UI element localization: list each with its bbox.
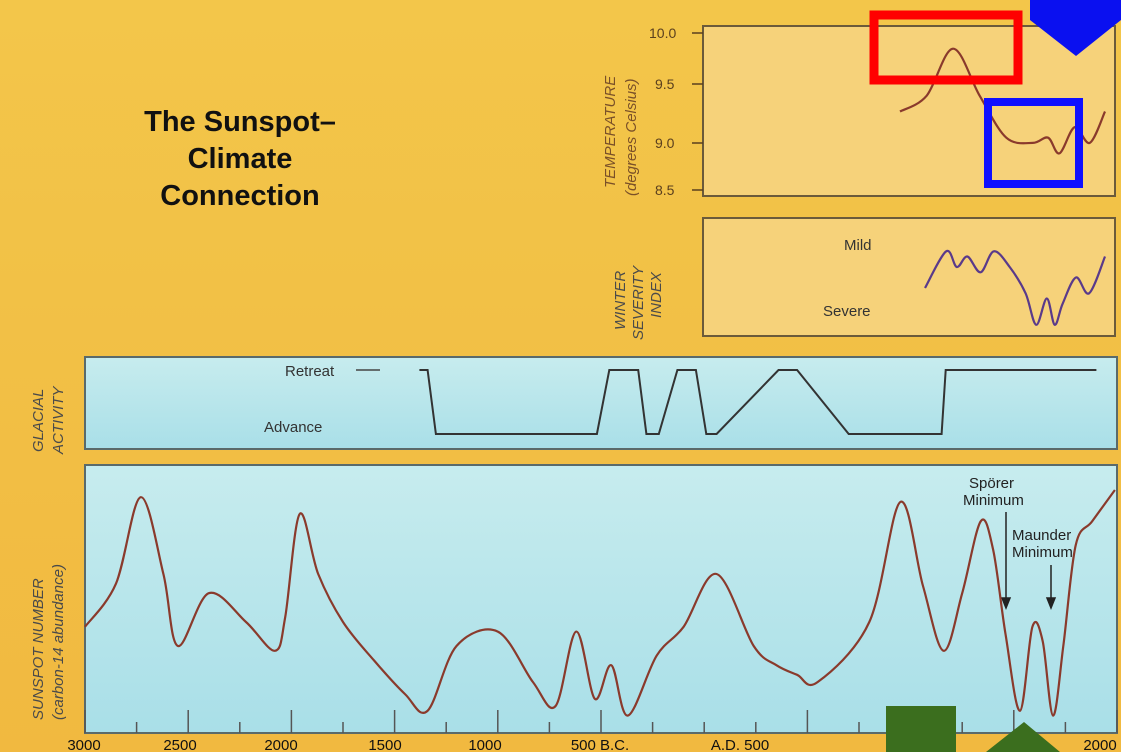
temp-tick-10: 10.0 bbox=[649, 25, 676, 41]
winter-mild-label: Mild bbox=[844, 237, 872, 254]
maunder-label-1: Maunder bbox=[1012, 527, 1071, 544]
blue-highlight-box bbox=[984, 98, 1083, 188]
title-line-1: The Sunspot– bbox=[144, 106, 336, 138]
x-tick-label: 1500 bbox=[368, 737, 401, 752]
glacial-activity-line bbox=[419, 369, 1097, 435]
glacial-retreat-label: Retreat bbox=[285, 363, 335, 380]
temp-tick-8-5: 8.5 bbox=[655, 182, 675, 198]
temperature-ylabel-units: (degrees Celsius) bbox=[623, 78, 640, 196]
x-tick-label: 2000 bbox=[264, 737, 297, 752]
x-tick-label: 3000 bbox=[67, 737, 100, 752]
sunspot-ylabel-1: SUNSPOT NUMBER bbox=[30, 578, 47, 720]
glacial-advance-label: Advance bbox=[264, 419, 322, 436]
chart-title: The Sunspot– Climate Connection bbox=[120, 104, 360, 215]
x-tick-label: A.D. 500 bbox=[711, 737, 769, 752]
x-tick-label: 1000 bbox=[468, 737, 501, 752]
x-tick-marks bbox=[84, 710, 1118, 733]
winter-ylabel-3: INDEX bbox=[648, 271, 665, 318]
glacial-ylabel-1: GLACIAL bbox=[30, 389, 47, 452]
winter-severity-curve bbox=[924, 249, 1107, 326]
red-highlight-box bbox=[869, 10, 1023, 85]
temperature-ticks: 10.0 9.5 9.0 8.5 bbox=[649, 25, 703, 198]
maunder-label-2: Minimum bbox=[1012, 544, 1073, 561]
glacial-ylabel-2: ACTIVITY bbox=[50, 385, 67, 455]
winter-panel bbox=[702, 217, 1116, 337]
x-tick-label: 2000 bbox=[1083, 737, 1116, 752]
title-line-2: Climate bbox=[187, 143, 293, 175]
sunspot-curve bbox=[84, 489, 1116, 717]
sporer-label-1: Spörer bbox=[969, 475, 1014, 492]
sporer-label-2: Minimum bbox=[963, 492, 1024, 509]
green-arrow-right bbox=[986, 722, 1060, 752]
winter-severe-label: Severe bbox=[823, 303, 871, 320]
winter-ylabel-2: SEVERITY bbox=[630, 265, 647, 340]
minimum-arrows bbox=[1000, 512, 1057, 611]
temperature-ylabel: TEMPERATURE bbox=[602, 75, 619, 188]
winter-ylabel-1: WINTER bbox=[612, 271, 629, 330]
x-tick-label: 500 B.C. bbox=[571, 737, 629, 752]
blue-arrow bbox=[1030, 0, 1121, 56]
title-line-3: Connection bbox=[160, 180, 320, 212]
x-tick-label: 2500 bbox=[163, 737, 196, 752]
temperature-panel bbox=[702, 25, 1116, 197]
temp-tick-9-0: 9.0 bbox=[655, 135, 675, 151]
temp-tick-9-5: 9.5 bbox=[655, 76, 675, 92]
sunspot-ylabel-2: (carbon-14 abundance) bbox=[50, 564, 67, 720]
green-arrow-left bbox=[886, 706, 956, 752]
